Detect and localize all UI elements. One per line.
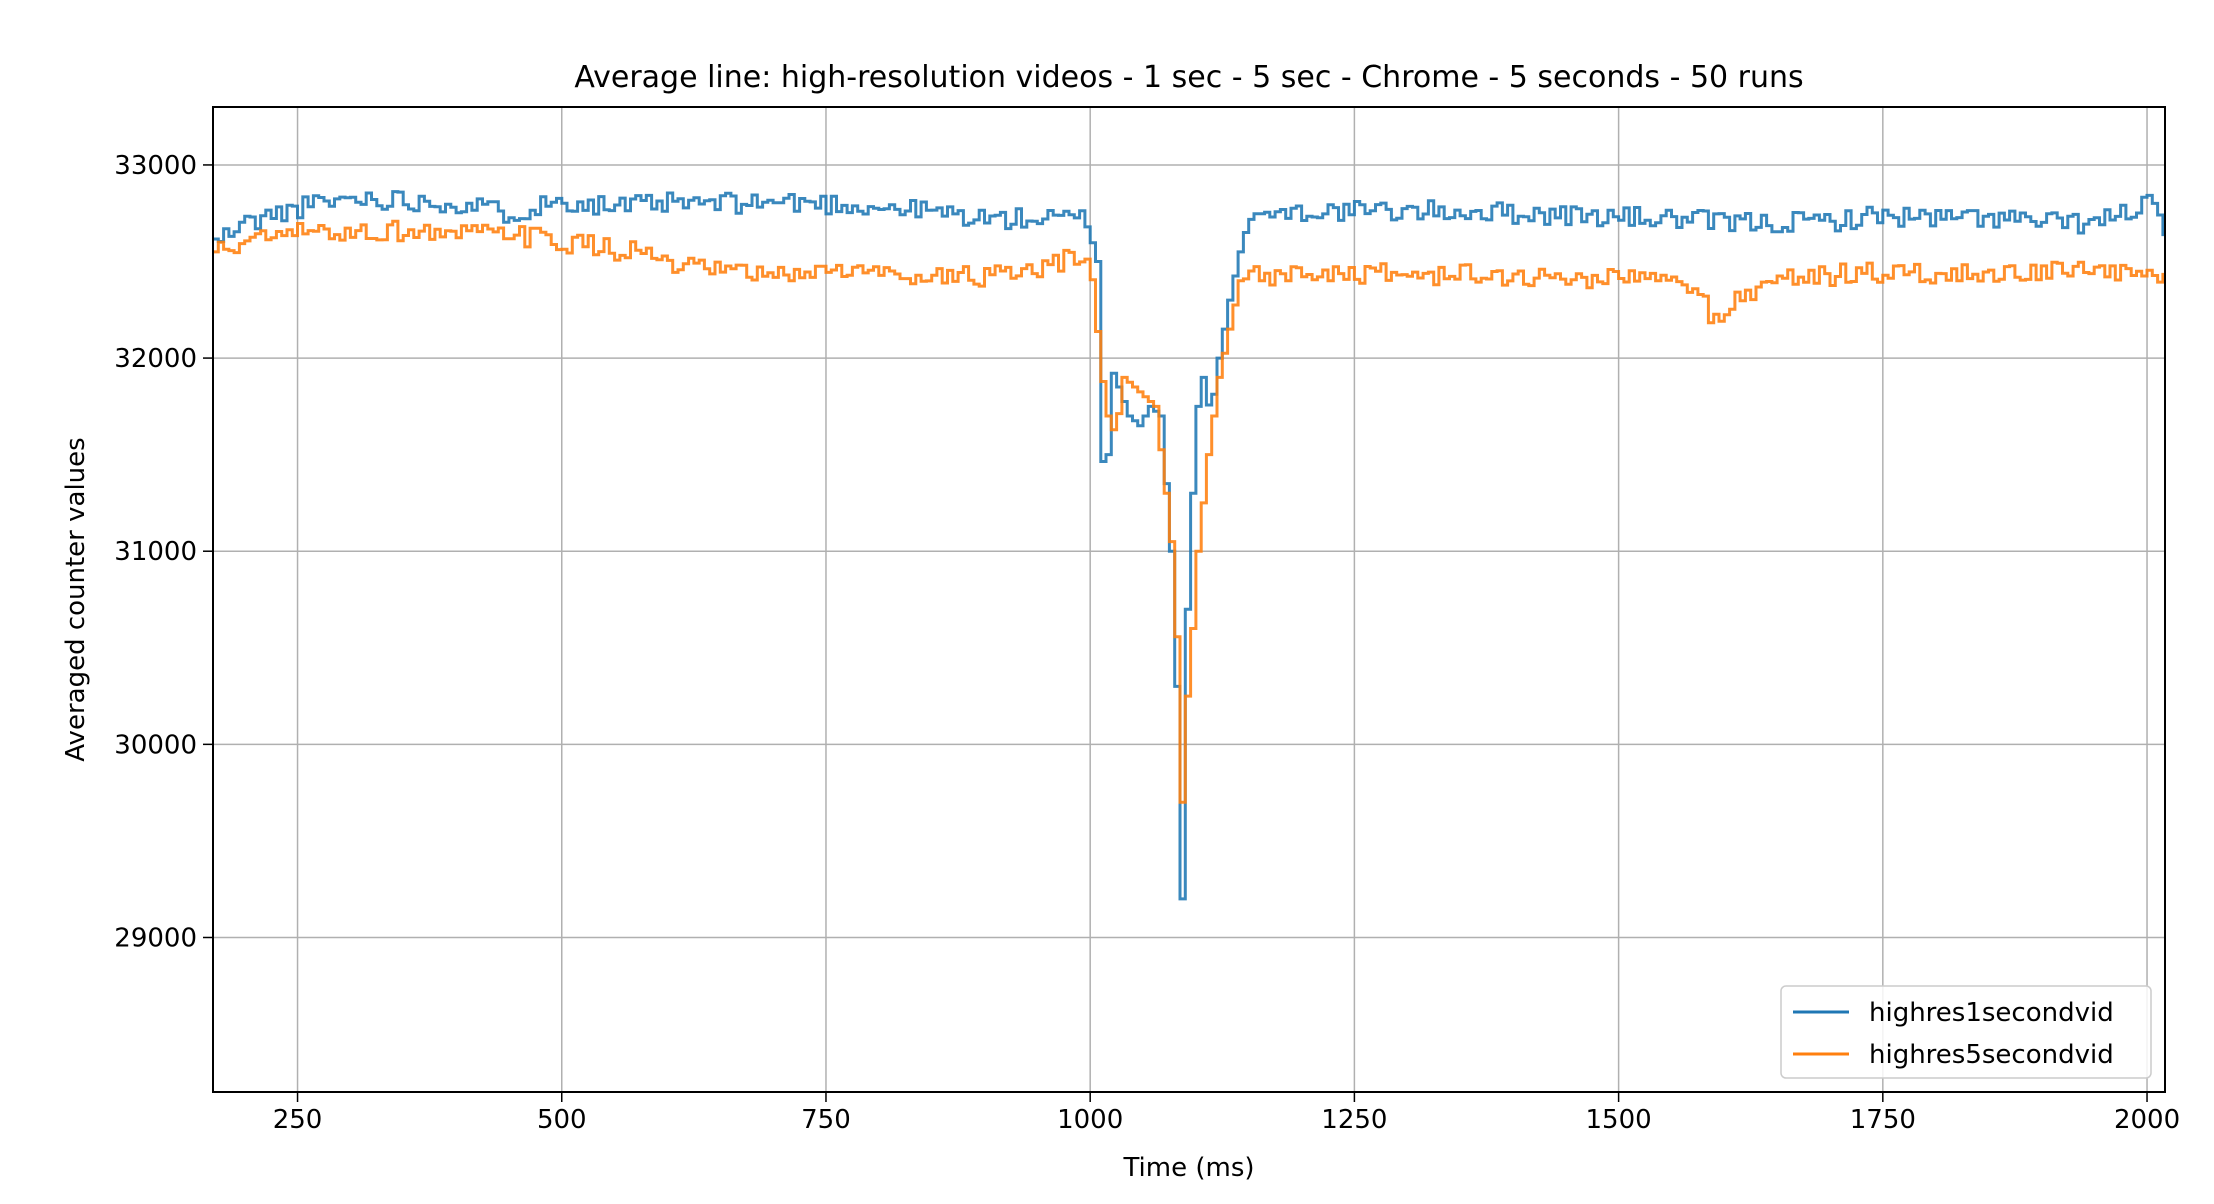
- x-tick-label: 1750: [1850, 1105, 1916, 1135]
- series-line-highres1secondvid: [213, 190, 2165, 901]
- chart-title: Average line: high-resolution videos - 1…: [574, 60, 1803, 95]
- y-tick-label: 32000: [114, 344, 197, 374]
- x-tick-label: 1500: [1586, 1105, 1652, 1135]
- x-tick-label: 1000: [1057, 1105, 1123, 1135]
- y-tick-label: 33000: [114, 151, 197, 181]
- y-axis-label: Averaged counter values: [61, 437, 91, 761]
- plot-frame: [212, 106, 2166, 1093]
- x-tick-label: 500: [537, 1105, 587, 1135]
- series-layer: [213, 190, 2165, 901]
- y-tick-label: 29000: [114, 923, 197, 953]
- legend-label-highres5secondvid: highres5secondvid: [1869, 1040, 2114, 1070]
- y-tick-label: 30000: [114, 730, 197, 760]
- x-tick-label: 250: [273, 1105, 323, 1135]
- series-line-highres5secondvid: [213, 219, 2165, 804]
- legend-box: [1780, 985, 2152, 1079]
- x-axis-label: Time (ms): [1122, 1153, 1254, 1183]
- x-tick-label: 1250: [1321, 1105, 1387, 1135]
- x-tick-label: 2000: [2114, 1105, 2180, 1135]
- ticks: 250 500 750 1000 1250 1500 1750 2000 29000 30000 3…: [114, 151, 2180, 1135]
- legend-label-highres1secondvid: highres1secondvid: [1869, 998, 2114, 1028]
- legend: highres1secondvid highres5secondvid: [1780, 985, 2152, 1079]
- y-tick-label: 31000: [114, 537, 197, 567]
- x-tick-label: 750: [801, 1105, 851, 1135]
